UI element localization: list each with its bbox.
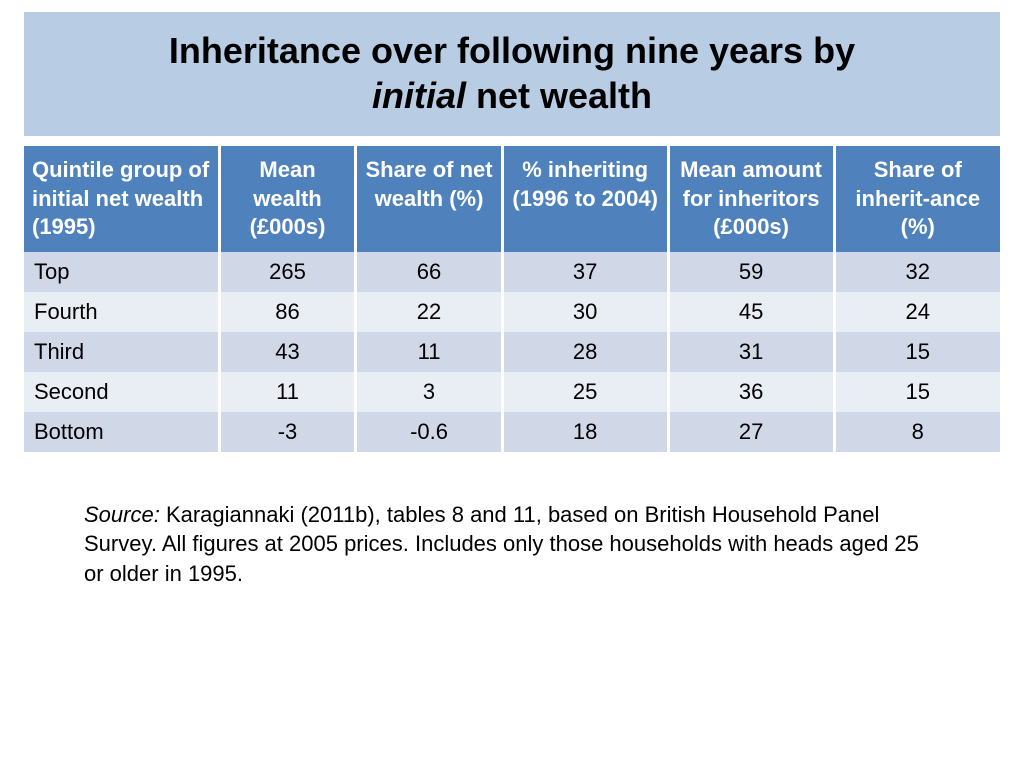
table-row: Second113253615 [24, 372, 1000, 412]
table-cell: -0.6 [356, 412, 502, 452]
title-line1: Inheritance over following nine years by [36, 28, 988, 73]
table-cell: 86 [219, 292, 356, 332]
table-cell: Top [24, 252, 219, 292]
table-cell: 28 [502, 332, 668, 372]
table-row: Third4311283115 [24, 332, 1000, 372]
col-header-4: Mean amount for inheritors (£000s) [668, 146, 834, 252]
table-cell: Bottom [24, 412, 219, 452]
table-cell: 18 [502, 412, 668, 452]
table-cell: 59 [668, 252, 834, 292]
title-band: Inheritance over following nine years by… [24, 12, 1000, 136]
table-cell: 8 [834, 412, 1000, 452]
table-body: Top26566375932Fourth8622304524Third43112… [24, 252, 1000, 452]
table-cell: 27 [668, 412, 834, 452]
table-cell: 265 [219, 252, 356, 292]
table-row: Top26566375932 [24, 252, 1000, 292]
col-header-0: Quintile group of initial net wealth (19… [24, 146, 219, 252]
table-cell: 22 [356, 292, 502, 332]
table-head: Quintile group of initial net wealth (19… [24, 146, 1000, 252]
table-row: Bottom-3-0.618278 [24, 412, 1000, 452]
title-line2-italic: initial [372, 75, 466, 116]
source-label: Source: [84, 502, 160, 527]
source-note: Source: Karagiannaki (2011b), tables 8 a… [84, 500, 940, 589]
inheritance-table: Quintile group of initial net wealth (19… [24, 146, 1000, 452]
title-line2: initial net wealth [36, 73, 988, 118]
table-cell: 11 [219, 372, 356, 412]
table-cell: 31 [668, 332, 834, 372]
table-cell: 25 [502, 372, 668, 412]
title-line2-rest: net wealth [466, 75, 652, 116]
source-text: Karagiannaki (2011b), tables 8 and 11, b… [84, 502, 919, 586]
table-cell: 15 [834, 372, 1000, 412]
table-cell: 15 [834, 332, 1000, 372]
table-row: Fourth8622304524 [24, 292, 1000, 332]
col-header-5: Share of inherit-ance (%) [834, 146, 1000, 252]
table-cell: 36 [668, 372, 834, 412]
table-cell: Third [24, 332, 219, 372]
table-cell: Second [24, 372, 219, 412]
table-cell: 32 [834, 252, 1000, 292]
table-cell: 66 [356, 252, 502, 292]
table-cell: 24 [834, 292, 1000, 332]
col-header-2: Share of net wealth (%) [356, 146, 502, 252]
table-cell: 43 [219, 332, 356, 372]
table-cell: 37 [502, 252, 668, 292]
col-header-3: % inheriting (1996 to 2004) [502, 146, 668, 252]
table-cell: 45 [668, 292, 834, 332]
col-header-1: Mean wealth (£000s) [219, 146, 356, 252]
table-cell: 3 [356, 372, 502, 412]
table-cell: 30 [502, 292, 668, 332]
table-cell: -3 [219, 412, 356, 452]
table-header-row: Quintile group of initial net wealth (19… [24, 146, 1000, 252]
table-cell: 11 [356, 332, 502, 372]
table-cell: Fourth [24, 292, 219, 332]
